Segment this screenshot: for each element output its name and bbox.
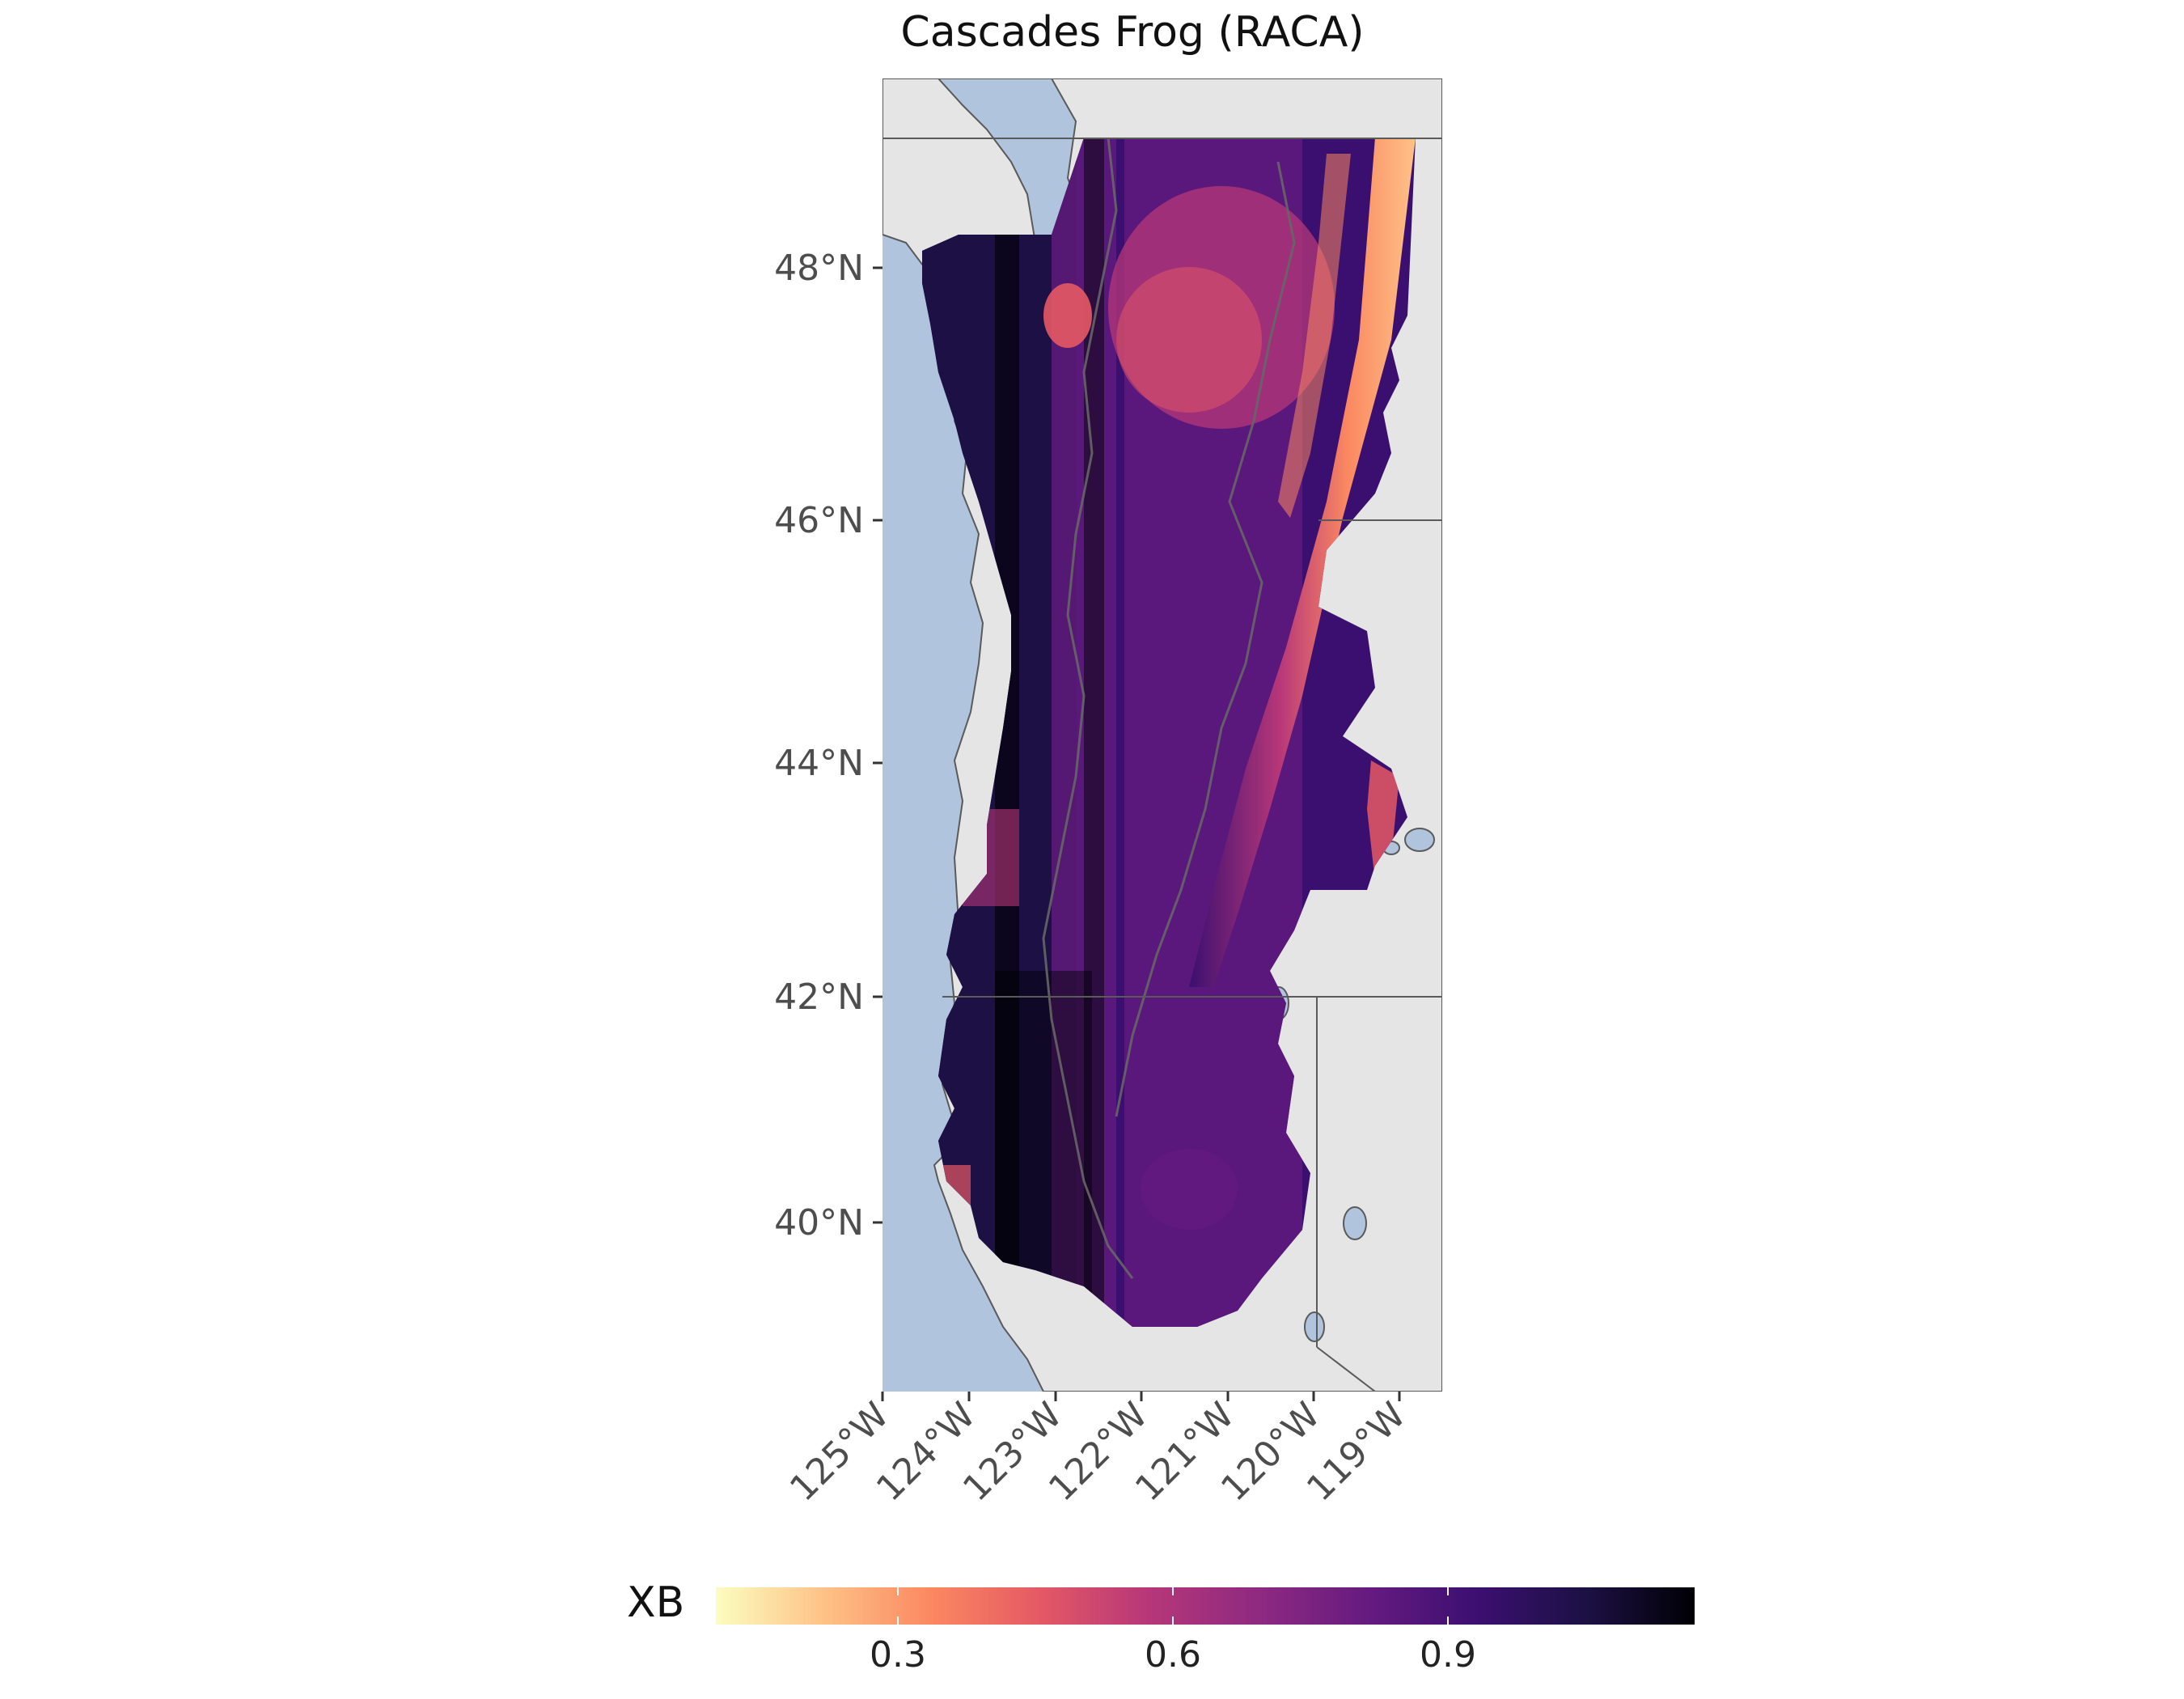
legend-title: XB — [627, 1578, 684, 1627]
lake — [1404, 828, 1435, 852]
y-tick-label: 44°N — [774, 743, 864, 784]
y-tick-label: 48°N — [774, 248, 864, 289]
border-ca-nv-diag — [1316, 1346, 1376, 1392]
lake — [1304, 1311, 1325, 1342]
y-tick-label: 46°N — [774, 500, 864, 541]
x-tick-label: 119°W — [1299, 1395, 1414, 1510]
range-outline — [1115, 161, 1296, 1117]
legend-tick-label: 0.3 — [870, 1634, 926, 1676]
legend-colorbar — [716, 1587, 1695, 1625]
range-raster — [922, 138, 1416, 1327]
legend-tick-label: 0.9 — [1420, 1634, 1476, 1676]
range-outline — [1042, 137, 1134, 1279]
lake — [1343, 1206, 1367, 1240]
y-tick-label: 42°N — [774, 977, 864, 1018]
y-tick-label: 40°N — [774, 1202, 864, 1244]
y-axis: 48°N 46°N 44°N 42°N 40°N — [774, 248, 882, 1244]
legend: XB 0.3 0.6 0.9 — [627, 1578, 1695, 1676]
map-panel — [882, 78, 1442, 1392]
map-title: Cascades Frog (RACA) — [900, 8, 1365, 57]
legend-tick-label: 0.6 — [1145, 1634, 1201, 1676]
